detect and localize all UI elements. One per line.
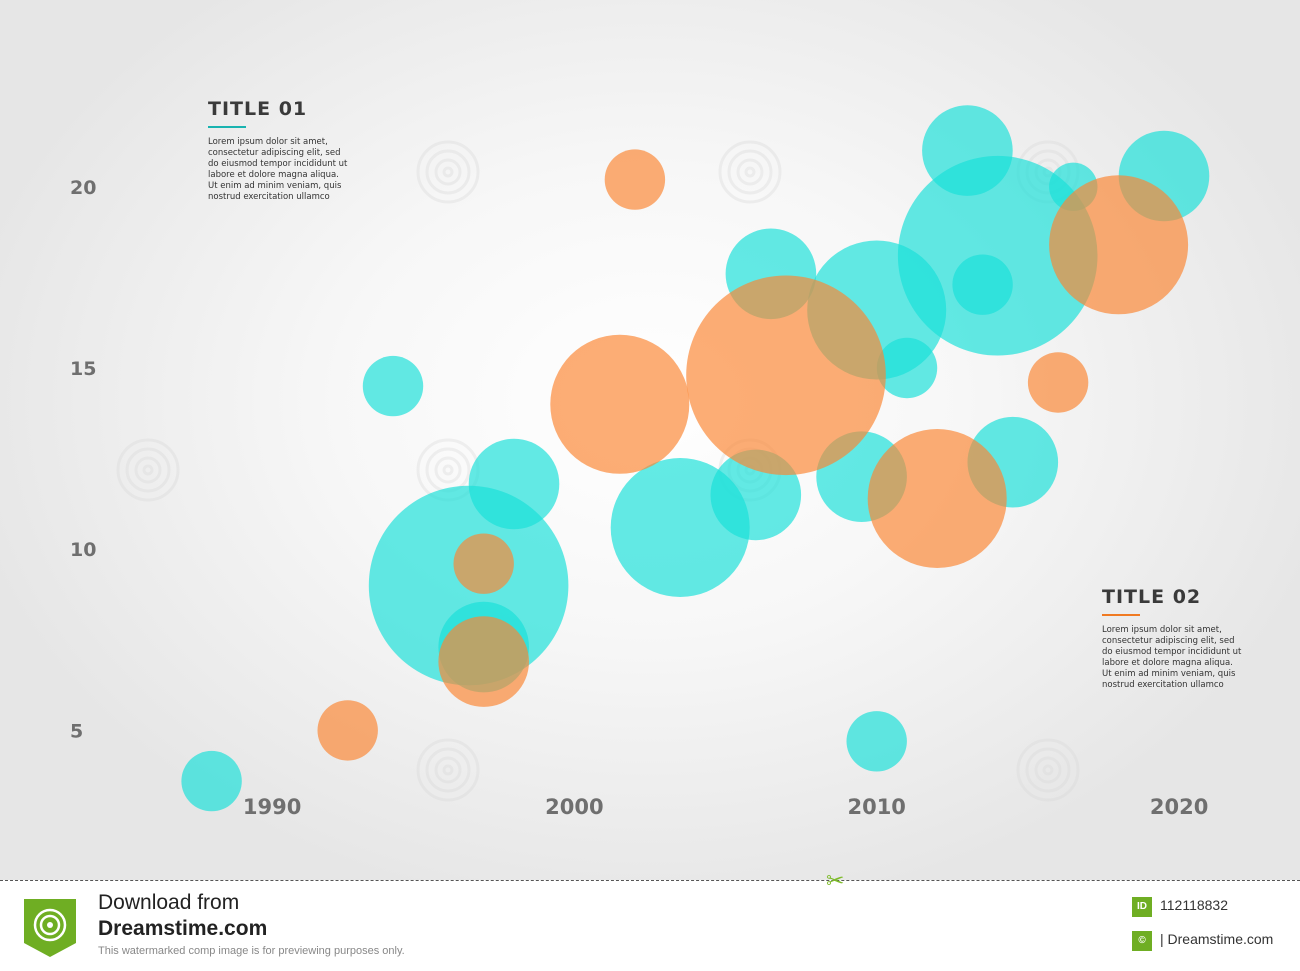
bubble-orange-0 xyxy=(604,149,666,210)
bubble-teal-17 xyxy=(846,711,907,772)
x-tick-label: 2020 xyxy=(1150,795,1208,819)
x-tick-label: 2010 xyxy=(847,795,905,819)
bubble-teal-14 xyxy=(922,105,1013,196)
footer-preview-note: This watermarked comp image is for previ… xyxy=(98,945,405,957)
y-axis-ticks: 5 10 15 20 xyxy=(70,177,96,743)
bubble-orange-2 xyxy=(453,533,514,594)
x-tick-label: 2000 xyxy=(545,795,603,819)
id-badge-icon: ID xyxy=(1132,897,1152,917)
scissors-icon: ✂ xyxy=(826,869,845,894)
x-axis-ticks: 1990 2000 2010 2020 xyxy=(243,795,1208,819)
spiral-watermark-icon xyxy=(416,738,480,802)
watermark-footer: Download from Dreamstime.com This waterm… xyxy=(0,869,1300,971)
note-2-text: Lorem ipsum dolor sit amet, consectetur … xyxy=(1102,625,1242,690)
chart-area: 5 10 15 20 1990 2000 2010 2020 TITLE 01 Lorem … xyxy=(0,0,1300,880)
copyright-badge-icon: © xyxy=(1132,931,1152,951)
footer-site-name[interactable]: Dreamstime.com xyxy=(98,917,268,940)
bubble-orange-7 xyxy=(1027,352,1089,413)
note-1-text: Lorem ipsum dolor sit amet, consectetur … xyxy=(208,137,348,202)
note-1-accent-line xyxy=(208,126,246,128)
bubble-orange-1 xyxy=(317,700,378,761)
bubble-orange-5 xyxy=(686,275,886,476)
dreamstime-logo-icon xyxy=(24,899,76,957)
bubble-orange-3 xyxy=(438,616,529,707)
note-2-accent-line xyxy=(1102,614,1140,616)
y-tick-label: 20 xyxy=(70,177,96,199)
bubble-chart: 5 10 15 20 1990 2000 2010 2020 xyxy=(70,105,1210,819)
note-1-title: TITLE 01 xyxy=(208,98,308,120)
spiral-watermark-icon xyxy=(718,140,782,204)
spiral-watermark-icon xyxy=(1016,738,1080,802)
bubble-orange-4 xyxy=(550,334,690,474)
image-id: 112118832 xyxy=(1160,897,1228,913)
note-block-1: TITLE 01 Lorem ipsum dolor sit amet, con… xyxy=(208,98,348,203)
note-block-2: TITLE 02 Lorem ipsum dolor sit amet, con… xyxy=(1102,586,1242,691)
bubble-orange-8 xyxy=(1049,175,1189,315)
spiral-watermark-icon xyxy=(416,140,480,204)
y-tick-label: 5 xyxy=(70,720,83,742)
y-tick-label: 15 xyxy=(70,358,96,380)
bubble-layer xyxy=(181,105,1210,812)
bubble-orange-6 xyxy=(867,429,1007,568)
footer-copyright: | Dreamstime.com xyxy=(1160,931,1274,947)
y-tick-label: 10 xyxy=(70,539,96,561)
bubble-teal-1 xyxy=(362,355,424,417)
note-2-title: TITLE 02 xyxy=(1102,586,1202,608)
footer-download-text: Download from xyxy=(98,891,240,914)
bubble-teal-13 xyxy=(897,155,1098,356)
spiral-watermark-icon xyxy=(116,438,180,502)
bubble-teal-10 xyxy=(876,337,938,399)
x-tick-label: 1990 xyxy=(243,795,301,819)
bubble-teal-0 xyxy=(181,750,242,812)
